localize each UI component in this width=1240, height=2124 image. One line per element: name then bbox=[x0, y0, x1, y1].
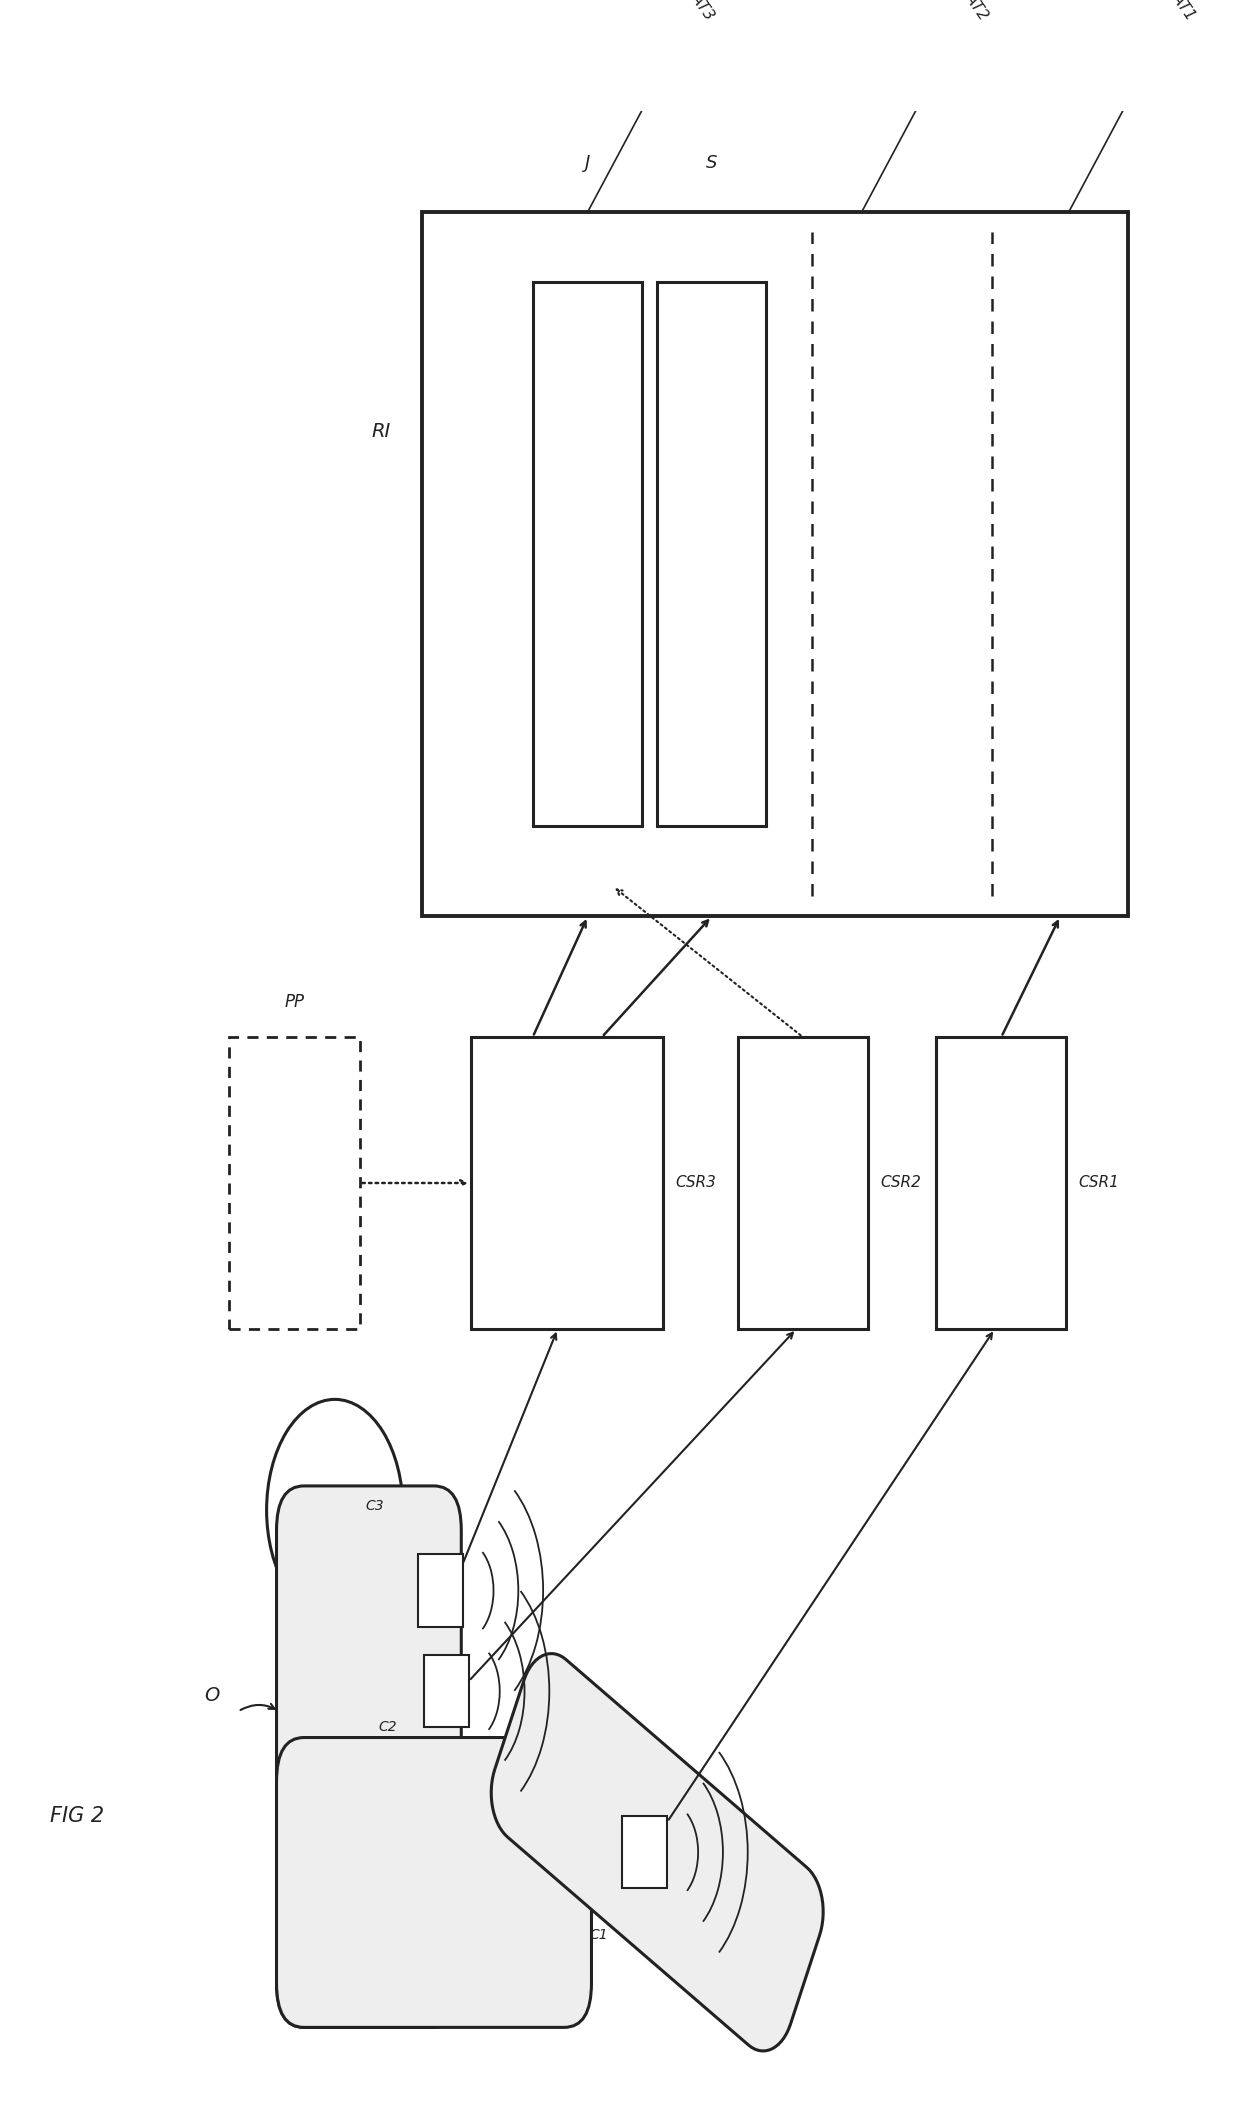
FancyBboxPatch shape bbox=[657, 282, 766, 826]
Text: CAT1: CAT1 bbox=[1163, 0, 1198, 23]
Polygon shape bbox=[491, 1655, 823, 2052]
Text: C1: C1 bbox=[589, 1929, 608, 1941]
Text: C2: C2 bbox=[378, 1720, 397, 1735]
FancyBboxPatch shape bbox=[229, 1037, 360, 1330]
Text: CAT2: CAT2 bbox=[956, 0, 991, 23]
Text: FIG 2: FIG 2 bbox=[50, 1805, 104, 1827]
FancyBboxPatch shape bbox=[424, 1655, 469, 1727]
FancyBboxPatch shape bbox=[277, 1487, 461, 2028]
Text: CAT3: CAT3 bbox=[682, 0, 717, 23]
Text: S: S bbox=[706, 153, 718, 172]
Text: C3: C3 bbox=[366, 1500, 384, 1512]
FancyBboxPatch shape bbox=[277, 1737, 591, 2028]
Text: CSR2: CSR2 bbox=[880, 1175, 921, 1189]
FancyBboxPatch shape bbox=[471, 1037, 663, 1330]
FancyBboxPatch shape bbox=[533, 282, 642, 826]
FancyBboxPatch shape bbox=[418, 1555, 463, 1627]
FancyBboxPatch shape bbox=[622, 1816, 667, 1888]
FancyBboxPatch shape bbox=[936, 1037, 1066, 1330]
Text: PP: PP bbox=[284, 992, 305, 1011]
Text: CSR3: CSR3 bbox=[676, 1175, 717, 1189]
FancyBboxPatch shape bbox=[422, 212, 1128, 915]
Text: CSR1: CSR1 bbox=[1079, 1175, 1120, 1189]
Text: O: O bbox=[205, 1686, 219, 1706]
Text: RI: RI bbox=[371, 423, 391, 442]
FancyBboxPatch shape bbox=[738, 1037, 868, 1330]
Text: J: J bbox=[585, 153, 590, 172]
